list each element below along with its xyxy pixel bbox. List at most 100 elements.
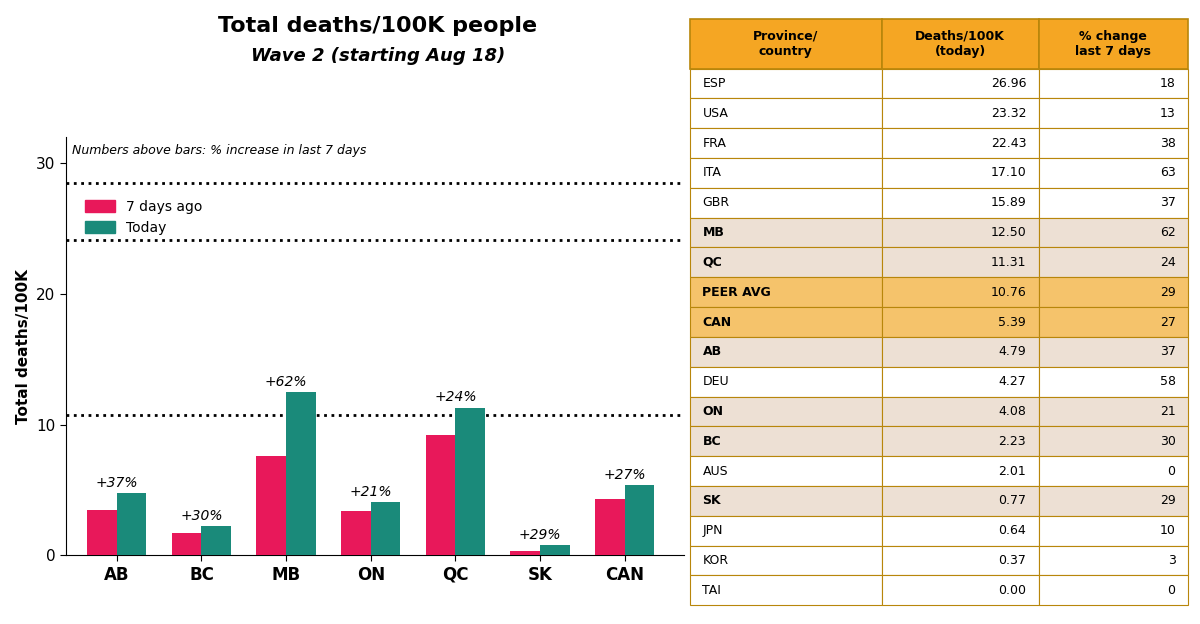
Bar: [690, 397, 882, 426]
Bar: [426, 435, 456, 555]
Text: CAN: CAN: [702, 316, 732, 328]
Text: 3: 3: [1168, 554, 1176, 567]
Bar: [371, 502, 401, 555]
Bar: [1038, 188, 1188, 218]
Text: 10: 10: [1159, 524, 1176, 537]
Text: 23.32: 23.32: [991, 107, 1026, 120]
Bar: [882, 367, 1038, 397]
Text: Province/
country: Province/ country: [754, 30, 818, 57]
Bar: [510, 551, 540, 555]
Bar: [1038, 575, 1188, 605]
Bar: [882, 69, 1038, 99]
Text: 24: 24: [1159, 256, 1176, 269]
Bar: [882, 158, 1038, 188]
Bar: [286, 392, 316, 555]
Text: SK: SK: [702, 494, 721, 507]
Bar: [690, 307, 882, 337]
Text: USA: USA: [702, 107, 728, 120]
Text: 27: 27: [1159, 316, 1176, 328]
Text: Deaths/100K
(today): Deaths/100K (today): [916, 30, 1006, 57]
Legend: 7 days ago, Today: 7 days ago, Today: [79, 195, 209, 240]
Bar: [690, 337, 882, 367]
Text: MB: MB: [702, 226, 725, 239]
Text: KOR: KOR: [702, 554, 728, 567]
Text: 29: 29: [1159, 286, 1176, 299]
Bar: [1038, 218, 1188, 248]
Bar: [882, 19, 1038, 69]
Bar: [882, 426, 1038, 456]
Text: CAN
W1: CAN W1: [690, 517, 715, 545]
Text: +37%: +37%: [96, 475, 138, 489]
Bar: [882, 277, 1038, 307]
Text: 13: 13: [1159, 107, 1176, 120]
Text: Wave 2 (starting Aug 18): Wave 2 (starting Aug 18): [251, 47, 505, 65]
Bar: [690, 516, 882, 545]
Text: Numbers above bars: % increase in last 7 days: Numbers above bars: % increase in last 7…: [72, 144, 366, 157]
Bar: [882, 128, 1038, 158]
Text: ITA: ITA: [702, 167, 721, 180]
Bar: [595, 499, 625, 555]
Text: +62%: +62%: [265, 375, 307, 389]
Bar: [1038, 397, 1188, 426]
Bar: [1038, 456, 1188, 486]
Bar: [690, 188, 882, 218]
Bar: [690, 277, 882, 307]
Text: AUS: AUS: [702, 465, 728, 477]
Text: 0: 0: [1168, 584, 1176, 597]
Text: +27%: +27%: [604, 467, 646, 482]
Bar: [690, 575, 882, 605]
Text: 18: 18: [1159, 77, 1176, 90]
Bar: [882, 188, 1038, 218]
Bar: [882, 248, 1038, 277]
Bar: [1038, 158, 1188, 188]
Text: 0.37: 0.37: [998, 554, 1026, 567]
Bar: [1038, 248, 1188, 277]
Text: Total deaths/100K people: Total deaths/100K people: [218, 16, 538, 36]
Bar: [882, 486, 1038, 516]
Text: BC: BC: [702, 435, 721, 448]
Text: 0.00: 0.00: [998, 584, 1026, 597]
Text: 26.96: 26.96: [991, 77, 1026, 90]
Text: 4.08: 4.08: [998, 405, 1026, 418]
Text: QC: QC: [702, 256, 722, 269]
Text: 37: 37: [1159, 345, 1176, 358]
Bar: [1038, 69, 1188, 99]
Bar: [1038, 277, 1188, 307]
Text: 2.23: 2.23: [998, 435, 1026, 448]
Bar: [257, 456, 286, 555]
Text: 58: 58: [1159, 375, 1176, 388]
Bar: [882, 545, 1038, 575]
Bar: [690, 69, 882, 99]
Text: % change
last 7 days: % change last 7 days: [1075, 30, 1151, 57]
Text: 22.43: 22.43: [991, 137, 1026, 150]
Bar: [690, 456, 882, 486]
Text: DEU: DEU: [702, 375, 730, 388]
Bar: [172, 533, 202, 555]
Text: 10.76: 10.76: [990, 286, 1026, 299]
Text: JPN: JPN: [702, 524, 722, 537]
Bar: [1038, 486, 1188, 516]
Text: FRA: FRA: [702, 137, 726, 150]
Text: 30: 30: [1159, 435, 1176, 448]
Y-axis label: Total deaths/100K: Total deaths/100K: [16, 269, 31, 424]
Text: AB: AB: [702, 345, 721, 358]
Text: +24%: +24%: [434, 391, 476, 404]
Text: +21%: +21%: [349, 485, 392, 499]
Bar: [690, 158, 882, 188]
Bar: [690, 19, 882, 69]
Bar: [690, 545, 882, 575]
Bar: [625, 485, 654, 555]
Bar: [1038, 426, 1188, 456]
Bar: [690, 248, 882, 277]
Bar: [456, 407, 485, 555]
Text: 21: 21: [1159, 405, 1176, 418]
Bar: [882, 397, 1038, 426]
Text: 2.01: 2.01: [998, 465, 1026, 477]
Bar: [690, 486, 882, 516]
Text: 15.89: 15.89: [990, 197, 1026, 209]
Bar: [882, 456, 1038, 486]
Text: +30%: +30%: [180, 509, 223, 523]
Text: PEER AVG: PEER AVG: [702, 286, 772, 299]
Text: 62: 62: [1159, 226, 1176, 239]
Text: +29%: +29%: [518, 528, 562, 542]
